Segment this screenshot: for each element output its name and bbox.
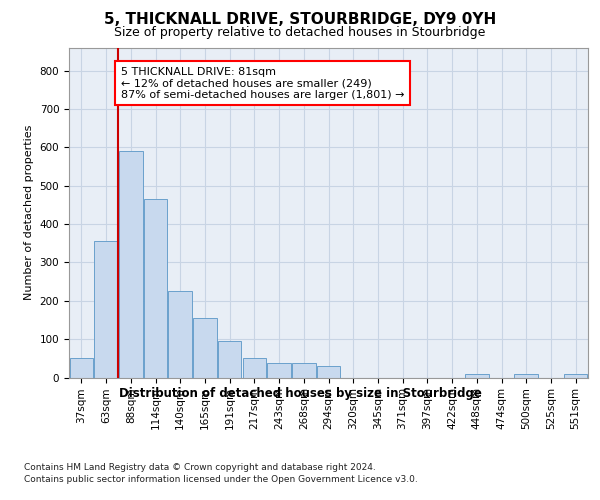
- Bar: [268, 363, 291, 378]
- Bar: [218, 340, 241, 378]
- Text: 5 THICKNALL DRIVE: 81sqm
← 12% of detached houses are smaller (249)
87% of semi-: 5 THICKNALL DRIVE: 81sqm ← 12% of detach…: [121, 66, 404, 100]
- Text: Contains HM Land Registry data © Crown copyright and database right 2024.: Contains HM Land Registry data © Crown c…: [24, 462, 376, 471]
- Bar: [169, 291, 192, 378]
- Text: Size of property relative to detached houses in Stourbridge: Size of property relative to detached ho…: [115, 26, 485, 39]
- Bar: [292, 363, 316, 378]
- Text: Contains public sector information licensed under the Open Government Licence v3: Contains public sector information licen…: [24, 475, 418, 484]
- Bar: [242, 358, 266, 378]
- Bar: [193, 318, 217, 378]
- Y-axis label: Number of detached properties: Number of detached properties: [24, 125, 34, 300]
- Bar: [94, 242, 118, 378]
- Text: Distribution of detached houses by size in Stourbridge: Distribution of detached houses by size …: [119, 388, 481, 400]
- Text: 5, THICKNALL DRIVE, STOURBRIDGE, DY9 0YH: 5, THICKNALL DRIVE, STOURBRIDGE, DY9 0YH: [104, 12, 496, 28]
- Bar: [317, 366, 340, 378]
- Bar: [465, 374, 488, 378]
- Bar: [144, 199, 167, 378]
- Bar: [70, 358, 93, 378]
- Bar: [514, 374, 538, 378]
- Bar: [119, 151, 143, 378]
- Bar: [564, 374, 587, 378]
